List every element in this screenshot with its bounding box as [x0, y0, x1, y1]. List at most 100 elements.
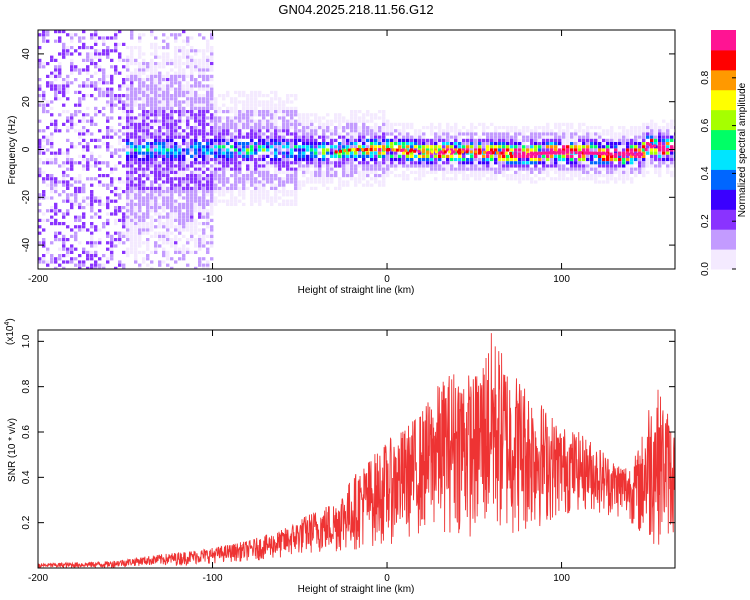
heatmap-cell	[314, 174, 318, 178]
heatmap-cell	[46, 84, 50, 88]
heatmap-cell	[170, 138, 174, 142]
heatmap-cell	[202, 234, 206, 238]
heatmap-cell	[578, 135, 582, 139]
heatmap-cell	[258, 164, 262, 168]
heatmap-cell	[202, 196, 206, 200]
heatmap-cell	[190, 36, 194, 40]
heatmap-cell	[158, 126, 162, 130]
heatmap-cell	[418, 148, 422, 152]
heatmap-cell	[478, 158, 482, 162]
heatmap-cell	[218, 106, 222, 110]
heatmap-cell	[330, 174, 334, 178]
heatmap-cell	[150, 225, 154, 229]
heatmap-cell	[190, 62, 194, 66]
heatmap-cell	[358, 180, 362, 184]
heatmap-cell	[166, 154, 170, 158]
heatmap-cell	[82, 113, 86, 117]
heatmap-cell	[134, 247, 138, 251]
heatmap-cell	[442, 145, 446, 149]
heatmap-cell	[154, 247, 158, 251]
heatmap-cell	[262, 113, 266, 117]
heatmap-cell	[550, 154, 554, 158]
heatmap-cell	[362, 113, 366, 117]
heatmap-cell	[58, 151, 62, 155]
heatmap-cell	[550, 142, 554, 146]
heatmap-cell	[62, 212, 66, 216]
heatmap-cell	[42, 94, 46, 98]
heatmap-cell	[278, 135, 282, 139]
heatmap-cell	[598, 158, 602, 162]
heatmap-cell	[414, 145, 418, 149]
heatmap-cell	[310, 186, 314, 190]
heatmap-cell	[278, 180, 282, 184]
heatmap-cell	[402, 135, 406, 139]
heatmap-cell	[170, 212, 174, 216]
heatmap-cell	[250, 90, 254, 94]
heatmap-cell	[502, 151, 506, 155]
heatmap-cell	[562, 142, 566, 146]
heatmap-cell	[142, 90, 146, 94]
heatmap-cell	[138, 138, 142, 142]
heatmap-cell	[658, 164, 662, 168]
heatmap-cell	[162, 78, 166, 82]
heatmap-cell	[98, 199, 102, 203]
heatmap-cell	[90, 257, 94, 261]
heatmap-cell	[546, 158, 550, 162]
heatmap-cell	[326, 119, 330, 123]
heatmap-cell	[170, 231, 174, 235]
heatmap-cell	[210, 100, 214, 104]
heatmap-cell	[82, 116, 86, 120]
heatmap-cell	[190, 164, 194, 168]
heatmap-cell	[166, 119, 170, 123]
heatmap-cell	[166, 254, 170, 258]
heatmap-cell	[126, 122, 130, 126]
heatmap-cell	[418, 145, 422, 149]
heatmap-cell	[102, 161, 106, 165]
heatmap-cell	[226, 122, 230, 126]
heatmap-cell	[182, 180, 186, 184]
heatmap-cell	[282, 116, 286, 120]
heatmap-cell	[478, 142, 482, 146]
heatmap-cell	[206, 183, 210, 187]
heatmap-cell	[422, 148, 426, 152]
heatmap-cell	[86, 129, 90, 133]
heatmap-cell	[498, 126, 502, 130]
heatmap-cell	[146, 90, 150, 94]
heatmap-cell	[530, 158, 534, 162]
heatmap-cell	[546, 122, 550, 126]
heatmap-cell	[362, 126, 366, 130]
heatmap-cell	[146, 215, 150, 219]
heatmap-cell	[98, 49, 102, 53]
heatmap-cell	[138, 154, 142, 158]
heatmap-cell	[646, 126, 650, 130]
heatmap-cell	[166, 87, 170, 91]
heatmap-cell	[454, 158, 458, 162]
heatmap-cell	[350, 161, 354, 165]
heatmap-cell	[626, 129, 630, 133]
heatmap-cell	[202, 174, 206, 178]
heatmap-cell	[114, 71, 118, 75]
heatmap-cell	[126, 90, 130, 94]
heatmap-cell	[210, 186, 214, 190]
heatmap-cell	[394, 154, 398, 158]
heatmap-cell	[230, 196, 234, 200]
heatmap-cell	[670, 154, 674, 158]
heatmap-cell	[362, 135, 366, 139]
heatmap-cell	[550, 161, 554, 165]
heatmap-cell	[178, 238, 182, 242]
heatmap-cell	[218, 186, 222, 190]
heatmap-cell	[518, 129, 522, 133]
heatmap-cell	[482, 129, 486, 133]
colorbar-tick-label: 0.6	[700, 118, 711, 132]
heatmap-cell	[58, 62, 62, 66]
heatmap-cell	[158, 84, 162, 88]
heatmap-cell	[318, 161, 322, 165]
heatmap-cell	[514, 126, 518, 130]
ridge-cell	[609, 152, 613, 156]
heatmap-cell	[534, 142, 538, 146]
heatmap-cell	[162, 247, 166, 251]
heatmap-cell	[614, 177, 618, 181]
heatmap-cell	[666, 135, 670, 139]
heatmap-cell	[218, 94, 222, 98]
heatmap-cell	[566, 170, 570, 174]
